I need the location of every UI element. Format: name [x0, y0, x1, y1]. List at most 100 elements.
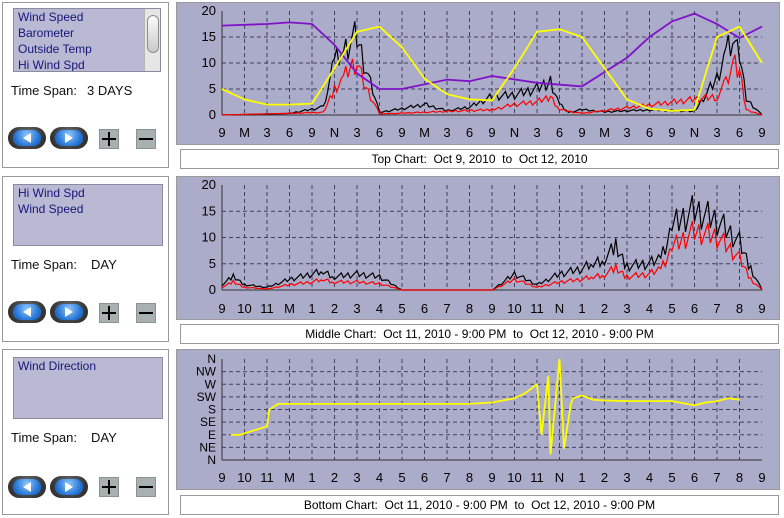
- play-left-icon: [23, 133, 31, 143]
- x-tick-label: 10: [507, 470, 521, 485]
- scroll-thumb[interactable]: [147, 15, 159, 53]
- timespan-middle: Time Span: DAY: [11, 257, 117, 272]
- x-tick-label: 4: [646, 301, 653, 316]
- x-tick-label: 4: [376, 470, 383, 485]
- y-tick-label: SW: [197, 390, 217, 404]
- prev-button[interactable]: [8, 301, 46, 323]
- plus-icon: [102, 480, 116, 494]
- bottom-chart-caption: Bottom Chart: Oct 11, 2010 - 9:00 PM to …: [180, 495, 779, 515]
- list-item[interactable]: Wind Direction: [18, 359, 97, 373]
- x-tick-label: 9: [668, 125, 675, 140]
- series-line: [231, 358, 740, 455]
- prev-button[interactable]: [8, 476, 46, 498]
- x-tick-label: 3: [353, 470, 360, 485]
- series-list-top[interactable]: Wind Speed Barometer Outside Temp Hi Win…: [13, 8, 161, 72]
- play-left-icon: [23, 307, 31, 317]
- x-tick-label: 3: [623, 470, 630, 485]
- list-item[interactable]: Barometer: [18, 26, 75, 40]
- x-tick-label: 7: [713, 470, 720, 485]
- x-tick-label: 8: [466, 470, 473, 485]
- x-tick-label: 9: [488, 125, 495, 140]
- timespan-label: Time Span:: [11, 83, 77, 98]
- play-right-icon: [65, 482, 73, 492]
- x-tick-label: N: [690, 125, 699, 140]
- x-tick-label: 3: [263, 125, 270, 140]
- y-tick-label: 15: [202, 203, 216, 218]
- zoom-in-button[interactable]: [99, 303, 119, 323]
- x-tick-label: 6: [421, 470, 428, 485]
- x-tick-label: M: [419, 125, 430, 140]
- zoom-out-button[interactable]: [136, 477, 156, 497]
- series-list-middle[interactable]: Hi Wind Spd Wind Speed: [13, 184, 163, 246]
- series-line: [221, 12, 763, 90]
- x-tick-label: 5: [668, 470, 675, 485]
- x-tick-label: 3: [623, 301, 630, 316]
- x-tick-label: 3: [353, 125, 360, 140]
- x-tick-label: 6: [691, 470, 698, 485]
- x-tick-label: M: [239, 125, 250, 140]
- x-tick-label: 6: [421, 301, 428, 316]
- y-tick-label: 10: [202, 55, 216, 70]
- x-tick-label: N: [555, 470, 564, 485]
- series-list-bottom[interactable]: Wind Direction: [13, 357, 163, 419]
- x-tick-label: 9: [758, 470, 765, 485]
- zoom-in-button[interactable]: [99, 129, 119, 149]
- x-tick-label: 6: [691, 301, 698, 316]
- x-tick-label: 4: [376, 301, 383, 316]
- list-scrollbar[interactable]: [144, 9, 160, 71]
- x-tick-label: 11: [260, 470, 274, 485]
- play-right-icon: [65, 307, 73, 317]
- x-tick-label: 2: [601, 470, 608, 485]
- y-tick-label: N: [207, 352, 216, 366]
- y-tick-label: NE: [199, 440, 216, 454]
- x-tick-label: 9: [488, 301, 495, 316]
- x-tick-label: 5: [398, 301, 405, 316]
- next-button[interactable]: [50, 476, 88, 498]
- x-tick-label: N: [330, 125, 339, 140]
- x-tick-label: 7: [443, 470, 450, 485]
- x-tick-label: 9: [398, 125, 405, 140]
- x-tick-label: 1: [308, 470, 315, 485]
- y-tick-label: 0: [209, 282, 216, 297]
- zoom-out-button[interactable]: [136, 303, 156, 323]
- y-tick-label: 5: [209, 81, 216, 96]
- y-tick-label: 0: [209, 107, 216, 122]
- x-tick-label: 5: [668, 301, 675, 316]
- next-button[interactable]: [50, 127, 88, 149]
- list-item[interactable]: Outside Temp: [18, 42, 92, 56]
- top-chart-frame: 0 5 10 15 20 9 M 3 6 9 N 3 6 9 M 3 6 9 N 3 6 9 M 3 6 9 N 3 6 9: [176, 2, 780, 145]
- minus-icon: [139, 486, 153, 488]
- x-tick-label: 8: [466, 301, 473, 316]
- timespan-label: Time Span:: [11, 257, 77, 272]
- x-tick-label: 2: [331, 470, 338, 485]
- zoom-in-button[interactable]: [99, 477, 119, 497]
- x-tick-label: 6: [736, 125, 743, 140]
- timespan-value: 3 DAYS: [87, 83, 133, 98]
- control-panel-middle: Hi Wind Spd Wind Speed Time Span: DAY: [2, 176, 169, 342]
- control-panel-top: Wind Speed Barometer Outside Temp Hi Win…: [2, 2, 169, 168]
- x-tick-label: 9: [218, 301, 225, 316]
- x-tick-label: 8: [736, 470, 743, 485]
- x-tick-label: 9: [218, 470, 225, 485]
- x-tick-label: 7: [443, 301, 450, 316]
- list-item[interactable]: Hi Wind Spd: [18, 186, 85, 200]
- series-line: [221, 54, 763, 116]
- x-tick-label: 3: [713, 125, 720, 140]
- prev-button[interactable]: [8, 127, 46, 149]
- list-item[interactable]: Wind Speed: [18, 10, 84, 24]
- x-tick-label: 1: [578, 301, 585, 316]
- x-tick-label: 1: [578, 470, 585, 485]
- x-tick-label: 3: [623, 125, 630, 140]
- next-button[interactable]: [50, 301, 88, 323]
- zoom-out-button[interactable]: [136, 129, 156, 149]
- x-tick-label: 11: [530, 470, 544, 485]
- x-tick-label: 9: [578, 125, 585, 140]
- x-tick-label: 3: [353, 301, 360, 316]
- list-item[interactable]: Wind Speed: [18, 202, 84, 216]
- middle-chart-caption: Middle Chart: Oct 11, 2010 - 9:00 PM to …: [180, 324, 779, 344]
- x-tick-label: 6: [646, 125, 653, 140]
- list-item[interactable]: Hi Wind Spd: [18, 58, 85, 72]
